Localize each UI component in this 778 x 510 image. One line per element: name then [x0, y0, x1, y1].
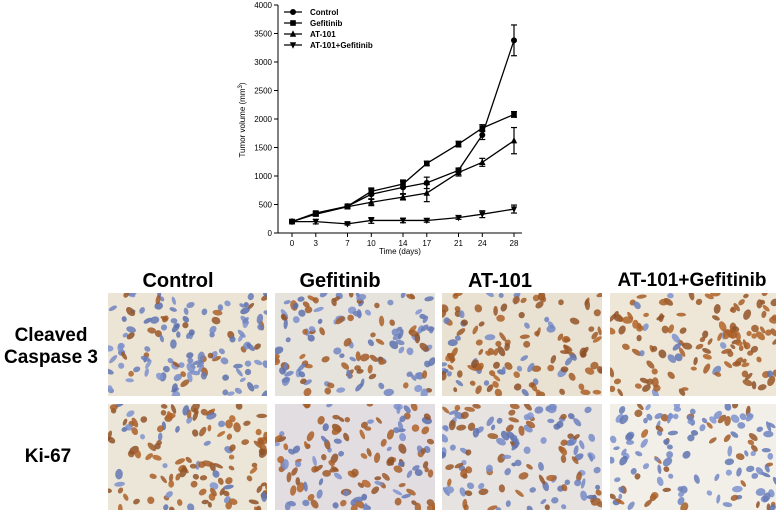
- ihc-image: [108, 293, 267, 396]
- x-tick-label: 24: [478, 239, 487, 248]
- x-tick-label: 7: [345, 239, 350, 248]
- data-point-at-101: [479, 158, 486, 166]
- x-tick-label: 0: [290, 239, 295, 248]
- ihc-panel-cleaved-caspase-3-at-101-gefitinib: [610, 293, 776, 396]
- data-point-at-101-gefitinib: [399, 217, 407, 225]
- legend-marker-at-101-gefitinib: [289, 42, 297, 49]
- x-tick-label: 21: [454, 239, 463, 248]
- x-tick-label: 17: [422, 239, 431, 248]
- ihc-panel-ki-67-at-101-gefitinib: [610, 404, 776, 510]
- legend-label-at-101: AT-101: [310, 30, 336, 39]
- y-tick-label: 0: [268, 229, 273, 238]
- data-point-at-101-gefitinib: [423, 217, 430, 225]
- data-point-gefitinib: [479, 125, 486, 131]
- y-axis-title: Tumor volume (mm3): [238, 82, 247, 157]
- data-point-at-101-gefitinib: [288, 218, 296, 226]
- ihc-image: [108, 404, 267, 510]
- y-tick-label: 3500: [254, 30, 272, 39]
- x-axis-title: Time (days): [379, 247, 421, 256]
- data-point-at-101: [368, 198, 375, 205]
- data-point-at-101: [510, 136, 518, 144]
- data-point-at-101-gefitinib: [312, 218, 319, 226]
- row-label-line1: Cleaved: [14, 325, 88, 346]
- column-header-control: Control: [142, 270, 214, 292]
- legend-label-at-101-gefitinib: AT-101+Gefitinib: [310, 41, 373, 50]
- ihc-image: [275, 293, 435, 396]
- y-tick-label: 4000: [254, 1, 272, 10]
- x-tick-label: 3: [314, 239, 319, 248]
- y-tick-label: 2000: [254, 115, 272, 124]
- data-point-gefitinib: [423, 160, 430, 167]
- ihc-image: [275, 404, 435, 510]
- x-tick-label: 28: [510, 239, 519, 248]
- y-tick-label: 3000: [254, 58, 272, 67]
- data-point-gefitinib: [400, 181, 406, 187]
- legend-label-gefitinib: Gefitinib: [310, 19, 343, 28]
- ihc-panel-cleaved-caspase-3-at-101: [442, 293, 602, 396]
- data-point-gefitinib: [368, 188, 375, 195]
- ihc-panel-ki-67-control: [108, 404, 267, 510]
- data-point-gefitinib: [511, 111, 517, 118]
- data-point-at-101-gefitinib: [455, 214, 462, 222]
- column-header-at-101-gefitinib: AT-101+Gefitinib: [617, 270, 767, 291]
- data-point-at-101-gefitinib: [344, 221, 351, 228]
- row-label-line2: Caspase 3: [3, 347, 98, 368]
- data-point-at-101: [423, 189, 430, 196]
- column-header-gefitinib: Gefitinib: [299, 270, 381, 292]
- ihc-panel-ki-67-gefitinib: [275, 404, 435, 510]
- data-point-at-101: [455, 168, 462, 176]
- y-tick-label: 500: [259, 201, 273, 210]
- row-label-ki67-text: Ki-67: [24, 446, 72, 467]
- row-label-ki-67: Ki-67: [0, 446, 96, 468]
- row-label-cleaved-caspase-3: Cleaved Caspase 3: [0, 325, 102, 369]
- data-point-at-101: [399, 193, 407, 200]
- data-point-at-101-gefitinib: [479, 211, 486, 218]
- data-point-gefitinib: [455, 141, 462, 147]
- data-point-at-101-gefitinib: [368, 217, 375, 225]
- y-tick-label: 1000: [254, 172, 272, 181]
- ihc-image: [442, 404, 602, 510]
- ihc-panel-cleaved-caspase-3-control: [108, 293, 267, 396]
- ihc-panel-ki-67-at-101: [442, 404, 602, 510]
- x-tick-label: 14: [399, 239, 408, 248]
- y-tick-label: 2500: [254, 87, 272, 96]
- y-tick-label: 1500: [254, 144, 272, 153]
- ihc-image: [610, 293, 776, 396]
- ihc-image: [610, 404, 776, 510]
- data-point-at-101: [312, 210, 319, 217]
- ihc-image: [442, 293, 602, 396]
- x-tick-label: 10: [367, 239, 376, 248]
- legend-label-control: Control: [310, 8, 338, 17]
- column-header-at-101: AT-101: [467, 270, 533, 292]
- data-point-control: [511, 37, 517, 44]
- ihc-panel-cleaved-caspase-3-gefitinib: [275, 293, 435, 396]
- tumor-volume-chart: 0 500 1000 1500 2000 2500 3000 3500 4000 0 3 7 10 14 1…: [238, 1, 522, 256]
- legend-marker-control: [290, 9, 296, 15]
- data-point-control: [479, 131, 486, 138]
- data-point-at-101-gefitinib: [510, 206, 518, 213]
- data-point-at-101: [344, 203, 351, 210]
- legend-marker-gefitinib: [290, 20, 296, 26]
- legend-marker-at-101: [289, 30, 297, 37]
